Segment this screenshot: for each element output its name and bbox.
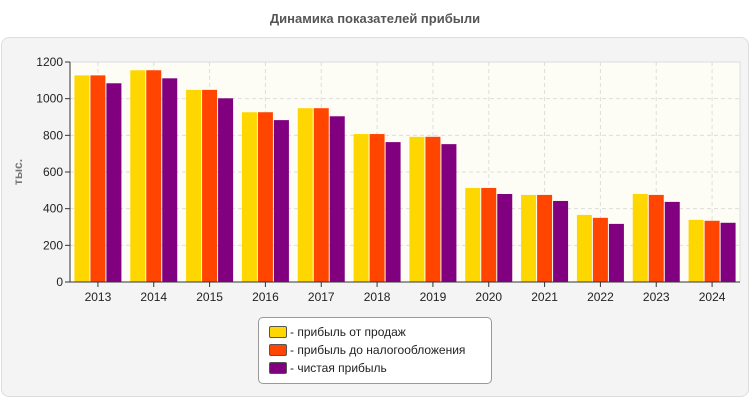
- bar-2016-2: [257, 112, 273, 282]
- bar-2015-3: [218, 98, 234, 282]
- y-tick-label: 0: [56, 275, 63, 289]
- bar-2019-1: [409, 136, 425, 282]
- y-tick-label: 1000: [36, 92, 63, 106]
- bar-2022-3: [608, 223, 624, 282]
- bar-2018-3: [385, 142, 401, 282]
- bar-2020-3: [497, 194, 513, 282]
- legend-swatch: [269, 326, 287, 338]
- legend-label: - прибыль от продаж: [290, 325, 406, 339]
- bar-2017-2: [313, 108, 329, 282]
- x-tick-label: 2024: [699, 290, 726, 304]
- x-tick-label: 2013: [85, 290, 112, 304]
- bar-2020-1: [465, 187, 481, 282]
- bar-2021-3: [553, 200, 569, 282]
- x-tick-label: 2017: [308, 290, 335, 304]
- x-tick-label: 2014: [140, 290, 167, 304]
- bar-2016-3: [273, 120, 289, 282]
- y-tick-label: 600: [43, 165, 63, 179]
- bar-2022-1: [576, 214, 592, 282]
- legend-label: - чистая прибыль: [290, 361, 387, 375]
- legend-swatch: [269, 362, 287, 374]
- bar-2023-3: [664, 201, 680, 282]
- bar-2018-1: [353, 134, 369, 282]
- chart-title: Динамика показателей прибыли: [269, 11, 481, 26]
- bar-2013-2: [90, 75, 106, 282]
- legend-label: - прибыль до налогообложения: [290, 343, 466, 357]
- bar-2024-3: [720, 222, 736, 282]
- y-tick-label: 800: [43, 128, 63, 142]
- x-tick-label: 2018: [364, 290, 391, 304]
- bar-2013-3: [106, 83, 122, 283]
- x-tick-label: 2015: [196, 290, 223, 304]
- y-tick-label: 400: [43, 202, 63, 216]
- x-tick-label: 2021: [531, 290, 558, 304]
- bar-2015-1: [186, 89, 202, 282]
- bar-2023-2: [648, 194, 664, 282]
- bar-2014-3: [162, 78, 178, 282]
- bar-2017-3: [329, 116, 345, 283]
- x-tick-label: 2016: [252, 290, 279, 304]
- bar-2024-2: [704, 220, 720, 282]
- bar-2017-1: [297, 108, 313, 282]
- y-axis-label: тыс.: [11, 159, 25, 185]
- bar-2024-1: [688, 219, 704, 282]
- legend-item: - прибыль до налогообложения: [269, 342, 465, 358]
- legend-swatch: [269, 344, 287, 356]
- bar-2019-2: [425, 136, 441, 282]
- bar-2015-2: [202, 89, 218, 282]
- y-tick-label: 1200: [36, 55, 63, 69]
- y-tick-label: 200: [43, 238, 63, 252]
- bar-2013-1: [74, 75, 90, 282]
- x-tick-label: 2022: [587, 290, 614, 304]
- x-tick-label: 2023: [643, 290, 670, 304]
- bar-2019-3: [441, 144, 457, 282]
- bar-2018-2: [369, 134, 385, 282]
- bar-2022-2: [592, 217, 608, 282]
- legend-item: - чистая прибыль: [269, 360, 387, 376]
- legend: - прибыль от продаж - прибыль до налогоо…: [258, 317, 492, 384]
- x-tick-label: 2019: [420, 290, 447, 304]
- legend-item: - прибыль от продаж: [269, 324, 406, 340]
- bar-2014-2: [146, 70, 162, 282]
- bar-2021-2: [537, 194, 553, 282]
- bar-2020-2: [481, 187, 497, 282]
- bar-2016-1: [241, 112, 257, 282]
- bar-2021-1: [521, 194, 537, 282]
- bar-2023-1: [632, 194, 648, 282]
- plot-area: [69, 61, 741, 283]
- x-tick-label: 2020: [475, 290, 502, 304]
- bar-2014-1: [130, 70, 146, 282]
